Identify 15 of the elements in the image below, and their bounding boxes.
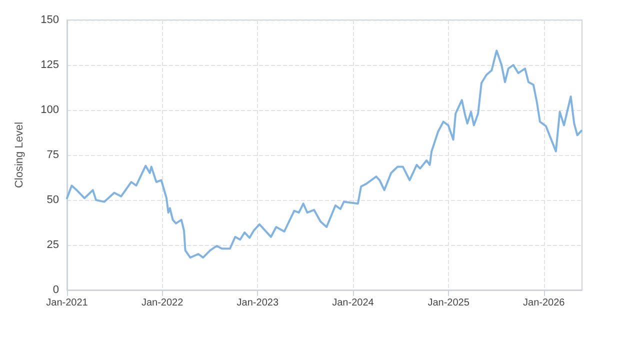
y-tick-label: 75 (46, 149, 59, 161)
x-tick-label: Jan-2024 (332, 298, 374, 308)
x-tick-label: Jan-2023 (236, 298, 279, 308)
y-axis-title: Closing Level (14, 122, 26, 188)
y-tick-label: 50 (46, 194, 59, 206)
x-tick-label: Jan-2025 (428, 298, 470, 308)
x-tick-label: Jan-2026 (523, 298, 566, 308)
line-series (66, 50, 582, 259)
y-tick-label: 150 (40, 14, 59, 26)
y-tick-label: 0 (52, 284, 59, 296)
y-tick-label: 25 (46, 239, 59, 251)
y-tick-label: 100 (40, 104, 59, 116)
x-tick-label: Jan-2022 (141, 298, 184, 308)
y-tick-label: 125 (40, 59, 59, 71)
x-tick-label: Jan-2021 (46, 298, 88, 308)
